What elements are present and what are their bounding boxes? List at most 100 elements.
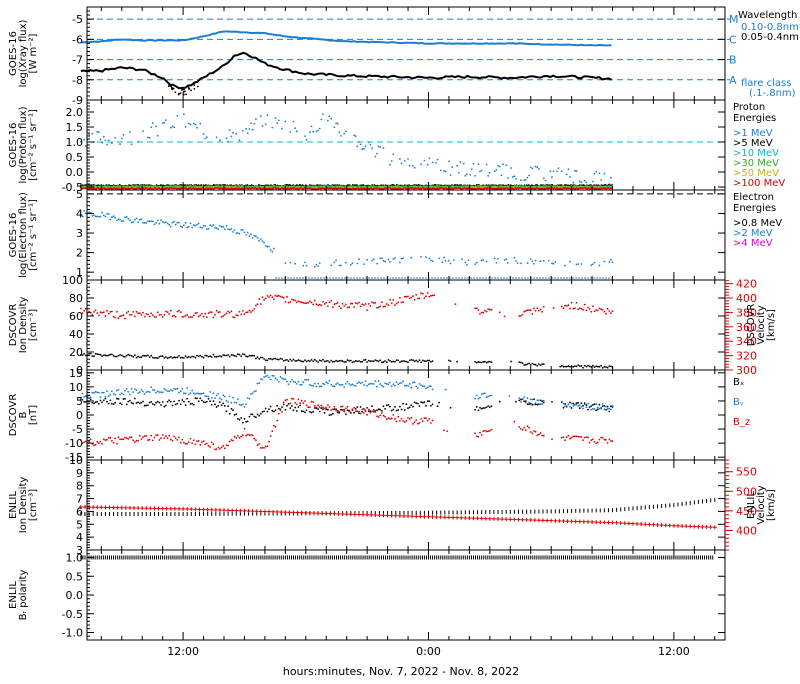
data-point (410, 257, 412, 259)
data-point (294, 360, 296, 362)
data-point (183, 442, 185, 444)
data-point (268, 246, 270, 248)
data-point (203, 357, 205, 359)
data-point (381, 410, 383, 412)
data-point (265, 297, 267, 299)
data-point (338, 360, 340, 362)
data-point (242, 404, 244, 406)
data-point (199, 227, 201, 229)
data-point (607, 406, 609, 408)
data-point (476, 362, 478, 364)
data-point (85, 212, 87, 214)
data-point (464, 175, 466, 177)
data-point (433, 294, 435, 296)
data-point (286, 399, 288, 401)
data-point (427, 292, 429, 294)
data-point (106, 401, 108, 403)
data-point (604, 366, 606, 368)
data-point (198, 316, 200, 318)
data-point (278, 408, 280, 410)
data-point (180, 226, 182, 228)
data-point (587, 437, 589, 439)
data-point (181, 316, 183, 318)
data-point (430, 405, 432, 407)
data-point (415, 360, 417, 362)
data-point (262, 240, 264, 242)
data-point (98, 442, 100, 444)
data-point (281, 411, 283, 413)
data-point (111, 354, 113, 356)
data-point (407, 385, 409, 387)
data-point (262, 125, 264, 127)
data-point (136, 311, 138, 313)
data-point (481, 312, 483, 314)
data-point (121, 439, 123, 441)
data-point (154, 404, 156, 406)
data-point (213, 392, 215, 394)
data-point (399, 361, 401, 363)
data-point (374, 156, 376, 158)
data-point (401, 258, 403, 260)
data-point (103, 311, 105, 313)
data-point (373, 302, 375, 304)
data-point (590, 311, 592, 313)
data-point (389, 406, 391, 408)
data-point (504, 259, 506, 261)
data-point (456, 361, 458, 363)
data-point (90, 353, 92, 355)
data-point (294, 402, 296, 404)
data-point (217, 447, 219, 449)
data-point (425, 256, 427, 258)
data-point (280, 358, 282, 360)
data-point (157, 311, 159, 313)
data-point (581, 406, 583, 408)
data-point (275, 117, 277, 119)
data-point (355, 410, 357, 412)
data-point (93, 355, 95, 357)
data-point (401, 360, 403, 362)
data-point (337, 123, 339, 125)
data-point (370, 383, 372, 385)
data-point (165, 119, 167, 121)
data-point (522, 398, 524, 400)
data-point (595, 403, 597, 405)
data-point (293, 381, 295, 383)
data-point (319, 262, 321, 264)
data-point (314, 405, 316, 407)
data-point (386, 361, 388, 363)
data-point (271, 375, 273, 377)
data-point (304, 379, 306, 381)
data-point (298, 399, 300, 401)
data-point (278, 120, 280, 122)
data-point (528, 309, 530, 311)
data-point (569, 366, 571, 368)
data-point (420, 256, 422, 258)
data-point (407, 158, 409, 160)
data-point (258, 358, 260, 360)
data-point (132, 221, 134, 223)
data-point (384, 408, 386, 410)
data-point (428, 360, 430, 362)
data-point (602, 403, 604, 405)
data-point (507, 262, 509, 264)
data-point (267, 246, 269, 248)
data-point (91, 402, 93, 404)
data-point (401, 163, 403, 165)
data-point (309, 406, 311, 408)
data-point (168, 390, 170, 392)
data-point (253, 438, 255, 440)
data-point (518, 397, 520, 399)
data-point (141, 402, 143, 404)
data-point (330, 409, 332, 411)
data-point (239, 404, 241, 406)
data-point (536, 434, 538, 436)
data-point (118, 355, 120, 357)
data-point (587, 409, 589, 411)
data-point (150, 386, 152, 388)
data-point (198, 440, 200, 442)
data-point (384, 261, 386, 263)
data-point (260, 447, 262, 449)
data-point (276, 420, 278, 422)
data-point (245, 234, 247, 236)
data-point (222, 226, 224, 228)
